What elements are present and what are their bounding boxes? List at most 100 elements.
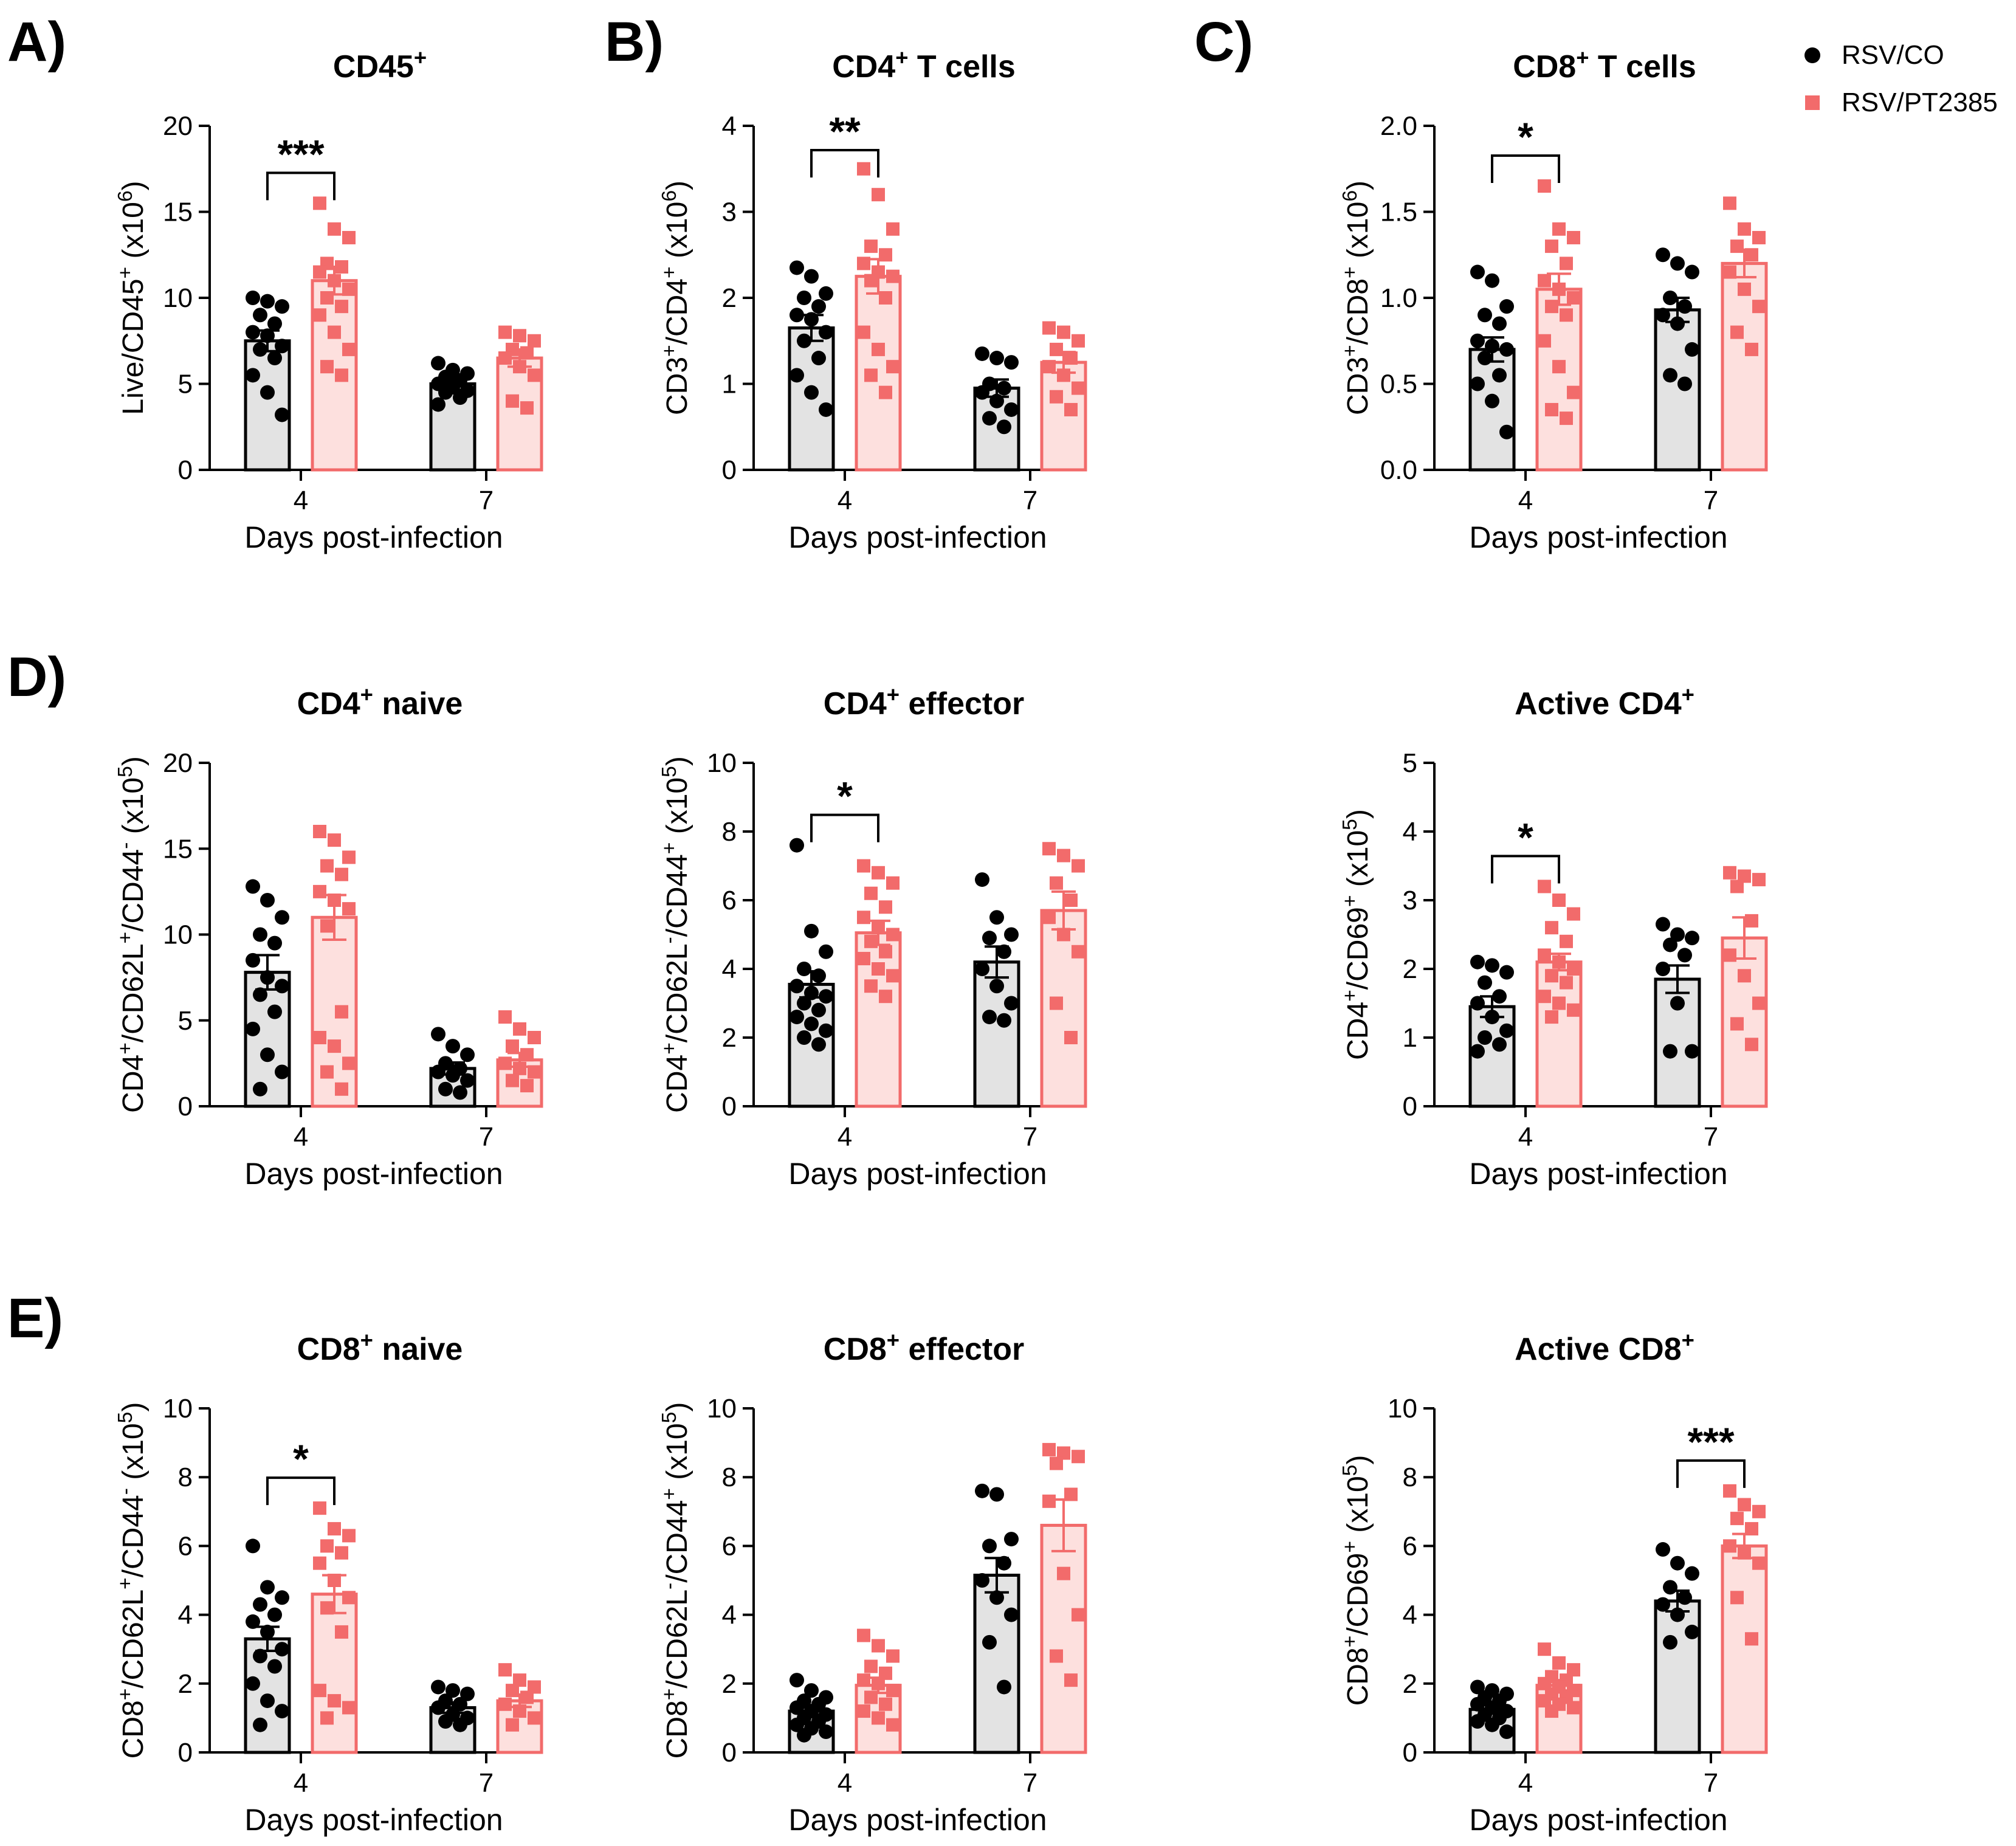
data-point-rsv-pt2385 (1538, 1642, 1551, 1656)
legend-marker-rsv-pt2385 (1805, 95, 1820, 110)
data-point-rsv-co (260, 1047, 275, 1062)
data-point-rsv-co (1656, 1542, 1670, 1557)
data-point-rsv-pt2385 (313, 308, 326, 322)
y-label-part: ) (1342, 809, 1374, 819)
data-point-rsv-co (989, 1590, 1004, 1605)
data-point-rsv-pt2385 (872, 866, 885, 880)
y-tick-label: 4 (722, 954, 737, 984)
data-point-rsv-co (804, 269, 819, 284)
data-point-rsv-pt2385 (886, 876, 900, 890)
data-point-rsv-pt2385 (313, 265, 326, 279)
y-label-part: (x10 (661, 777, 693, 842)
x-axis-label: Days post-infection (244, 1157, 503, 1191)
data-point-rsv-pt2385 (528, 1711, 541, 1725)
data-point-rsv-pt2385 (1545, 969, 1558, 983)
y-label-part: (x10 (1342, 202, 1374, 267)
y-tick-label: 0 (1403, 1738, 1417, 1768)
data-point-rsv-co (246, 952, 260, 968)
y-label-part: + (114, 267, 137, 279)
data-point-rsv-co (1656, 962, 1670, 976)
data-point-rsv-pt2385 (879, 1697, 892, 1711)
data-point-rsv-pt2385 (879, 945, 892, 959)
data-point-rsv-pt2385 (335, 260, 348, 274)
data-point-rsv-co (1685, 342, 1699, 357)
title-text: CD4 (297, 686, 360, 722)
y-tick-label: 2 (1403, 1669, 1417, 1699)
data-point-rsv-pt2385 (1545, 402, 1558, 416)
x-tick-label: 4 (1518, 486, 1533, 515)
data-point-rsv-pt2385 (879, 1666, 892, 1680)
data-point-rsv-pt2385 (879, 900, 892, 914)
data-point-rsv-co (1470, 376, 1485, 391)
data-point-rsv-pt2385 (1545, 1704, 1558, 1718)
data-point-rsv-pt2385 (498, 351, 512, 365)
data-point-rsv-pt2385 (320, 1601, 334, 1615)
data-point-rsv-pt2385 (342, 1529, 356, 1543)
data-point-rsv-co (1470, 1696, 1485, 1712)
y-label-part: - (658, 937, 681, 943)
data-point-rsv-pt2385 (857, 257, 870, 270)
data-point-rsv-co (1478, 351, 1492, 366)
y-label-part: 5 (658, 1412, 681, 1424)
data-point-rsv-co (1004, 1607, 1019, 1622)
data-point-rsv-pt2385 (1050, 1456, 1063, 1470)
data-point-rsv-pt2385 (1545, 239, 1558, 253)
title-sup: + (887, 682, 900, 707)
x-tick-label: 4 (838, 1122, 852, 1152)
data-point-rsv-pt2385 (1064, 1673, 1078, 1687)
y-tick-label: 4 (722, 1600, 737, 1630)
x-axis-label: Days post-infection (1469, 1157, 1727, 1191)
y-axis-label: CD4+/CD69+ (x105) (1339, 809, 1375, 1060)
y-label-part: /CD44 (117, 1495, 150, 1577)
y-axis-label: CD4+/CD62L-/CD44+ (x105) (658, 756, 694, 1113)
data-point-rsv-co (260, 328, 275, 343)
data-point-rsv-co (246, 1614, 260, 1629)
y-label-part: (x10 (117, 1423, 150, 1488)
data-point-rsv-pt2385 (513, 329, 526, 343)
data-point-rsv-co (431, 356, 446, 371)
data-point-rsv-pt2385 (1050, 996, 1063, 1010)
y-label-part: 5 (658, 766, 681, 777)
title-sup: + (1682, 682, 1694, 707)
data-point-rsv-pt2385 (320, 1539, 334, 1553)
y-tick-label: 0 (178, 455, 193, 485)
data-point-rsv-co (453, 1085, 467, 1100)
data-point-rsv-pt2385 (313, 884, 326, 898)
legend-marker-rsv-co (1804, 47, 1820, 63)
data-point-rsv-pt2385 (886, 1649, 900, 1663)
data-point-rsv-pt2385 (1538, 274, 1551, 288)
title-text: CD4 (824, 686, 887, 722)
data-point-rsv-co (431, 1064, 446, 1080)
data-point-rsv-co (267, 935, 282, 951)
y-label-part: + (658, 842, 681, 855)
y-tick-label: 1.5 (1380, 198, 1417, 227)
data-point-rsv-co (246, 1021, 260, 1036)
x-axis-label: Days post-infection (244, 1803, 503, 1837)
data-point-rsv-co (267, 1607, 282, 1622)
significance-label: * (837, 774, 853, 819)
data-point-rsv-pt2385 (328, 1522, 341, 1536)
data-point-rsv-pt2385 (1567, 907, 1580, 921)
data-point-rsv-co (1485, 958, 1499, 973)
data-point-rsv-pt2385 (1745, 1632, 1758, 1646)
data-point-rsv-pt2385 (506, 1039, 519, 1053)
y-tick-label: 1 (722, 370, 737, 399)
title-sup: + (1576, 45, 1589, 70)
y-tick-label: 0 (178, 1738, 193, 1768)
data-point-rsv-pt2385 (1752, 1504, 1766, 1518)
data-point-rsv-pt2385 (520, 346, 534, 360)
data-point-rsv-pt2385 (335, 867, 348, 881)
data-point-rsv-co (790, 368, 804, 383)
y-tick-label: 20 (163, 111, 193, 141)
y-label-part: /CD62L (661, 1589, 693, 1689)
significance-bracket (266, 1476, 335, 1506)
y-tick-label: 2.0 (1380, 111, 1417, 141)
data-point-rsv-co (431, 1027, 446, 1042)
data-point-rsv-pt2385 (328, 1039, 341, 1053)
y-tick-label: 0 (178, 1092, 193, 1121)
